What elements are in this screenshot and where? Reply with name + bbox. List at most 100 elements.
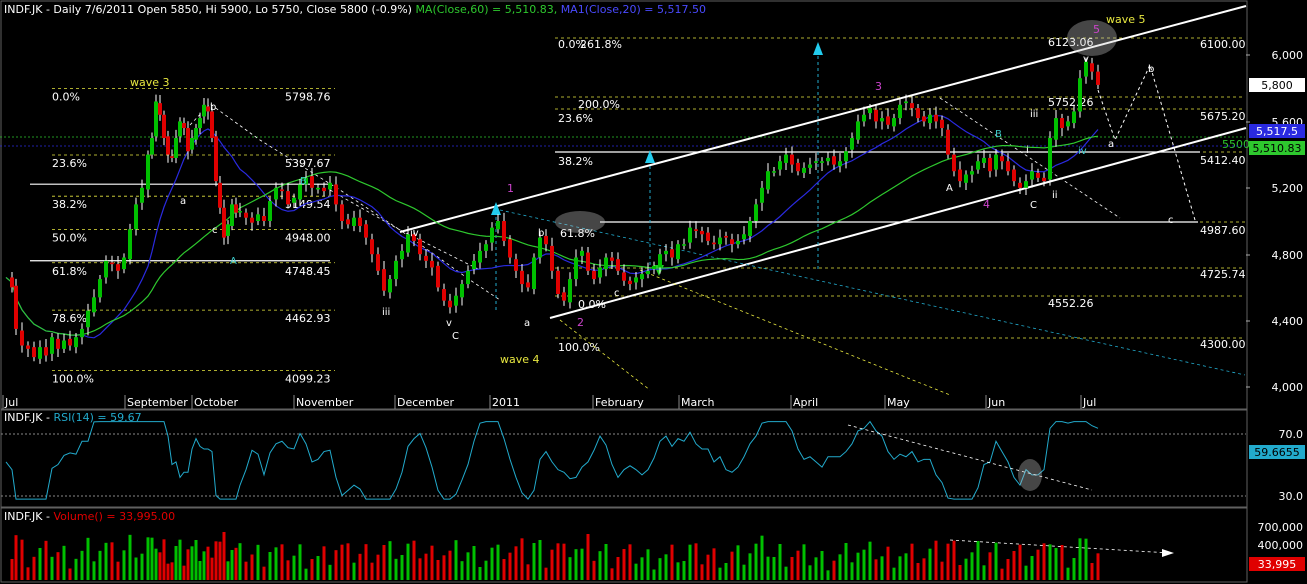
- candle-body: [736, 240, 740, 245]
- volume-bar: [1096, 553, 1100, 580]
- candle-body: [664, 250, 668, 255]
- candle-body: [190, 138, 194, 150]
- volume-bar: [122, 550, 126, 580]
- up-arrow-icon: [813, 42, 823, 55]
- candle-body: [62, 340, 66, 349]
- volume-bar: [430, 545, 434, 580]
- volume-bar: [676, 562, 680, 580]
- candle-body: [14, 285, 18, 329]
- candle-body: [198, 118, 202, 129]
- volume-last-tag: [1249, 557, 1305, 571]
- volume-bar: [772, 557, 776, 580]
- volume-bar: [1048, 544, 1052, 580]
- volume-header: INDF.JK - Volume() = 33,995.00: [4, 510, 175, 523]
- volume-bar: [748, 553, 752, 580]
- volume-bar: [994, 542, 998, 580]
- candle-body: [400, 250, 404, 260]
- highlight-ellipse: [555, 211, 605, 233]
- candle-body: [862, 114, 866, 122]
- fib-left-price: 4748.45: [285, 265, 331, 278]
- volume-bar: [550, 549, 554, 580]
- candle-body: [286, 191, 290, 205]
- candle-body: [562, 292, 566, 301]
- volume-bar: [472, 546, 476, 580]
- candle-body: [256, 214, 260, 221]
- volume-bar: [640, 557, 644, 580]
- candle-body: [122, 257, 126, 270]
- volume-bar: [202, 551, 206, 580]
- volume-bar: [218, 541, 222, 580]
- price-tag-bg: [1249, 78, 1305, 92]
- candle-body: [544, 235, 548, 245]
- volume-bar: [574, 549, 578, 580]
- volume-bar: [856, 552, 860, 580]
- wave-letter: c: [1168, 215, 1174, 226]
- header-symbol: INDF.JK: [4, 3, 43, 16]
- volume-bar: [784, 566, 788, 580]
- wave-letter: A: [230, 256, 237, 267]
- candle-body: [496, 221, 500, 230]
- volume-bar: [274, 547, 278, 580]
- volume-bar: [484, 560, 488, 580]
- fib-right-pct: 200.0%: [578, 98, 620, 111]
- candle-body: [268, 201, 272, 221]
- x-tick-label: February: [595, 396, 644, 409]
- candle-body: [646, 270, 650, 275]
- fib-right-price: 5752.26: [1048, 96, 1094, 109]
- volume-bar: [508, 552, 512, 580]
- candle-body: [928, 114, 932, 124]
- volume-bar: [322, 546, 326, 580]
- x-tick-label: Jul: [4, 396, 18, 409]
- candle-body: [610, 257, 614, 261]
- volume-bar: [520, 538, 524, 580]
- candle-body: [640, 274, 644, 280]
- arrow-right-icon: [1162, 549, 1174, 557]
- volume-bar: [958, 565, 962, 580]
- candle-body: [748, 221, 752, 236]
- candle-body: [44, 347, 48, 356]
- volume-bar: [230, 550, 234, 580]
- candle-body: [790, 154, 794, 165]
- candle-body: [1096, 71, 1100, 85]
- candle-body: [658, 254, 662, 268]
- candle-body: [162, 114, 166, 138]
- volume-bar: [712, 548, 716, 580]
- candle-body: [20, 330, 24, 346]
- candle-body: [226, 224, 230, 236]
- rsi-line: [5, 420, 1099, 500]
- candle-body: [538, 237, 542, 258]
- volume-bar: [298, 544, 302, 580]
- candle-body: [394, 260, 398, 280]
- volume-bar: [56, 552, 60, 580]
- x-tick-label: Jun: [987, 396, 1005, 409]
- volume-bar: [1030, 556, 1034, 580]
- candle-body: [460, 284, 464, 298]
- price-tag-value: 5,510.83: [1253, 142, 1302, 155]
- volume-bar: [170, 562, 174, 580]
- candle-body: [56, 338, 60, 349]
- candle-body: [982, 157, 986, 163]
- candle-body: [832, 156, 836, 165]
- fib-left-price: 5798.76: [285, 90, 331, 103]
- wave-letter: a: [524, 318, 530, 329]
- wave-number-4: 4: [983, 198, 990, 211]
- volume-bar: [244, 561, 248, 580]
- volume-bar: [610, 568, 614, 580]
- volume-bar: [634, 563, 638, 580]
- rsi-tick-label: 70.0: [1279, 428, 1304, 441]
- volume-bar: [150, 537, 154, 580]
- candle-body: [154, 101, 158, 137]
- volume-bar: [892, 567, 896, 580]
- volume-bar: [162, 539, 166, 580]
- candle-body: [592, 270, 596, 280]
- volume-bar: [646, 549, 650, 580]
- candle-body: [346, 219, 350, 225]
- volume-trendline: [949, 539, 1171, 554]
- volume-bar: [730, 551, 734, 580]
- volume-tick-label: 700,000: [1258, 521, 1304, 534]
- volume-bar: [158, 552, 162, 580]
- volume-bar: [262, 566, 266, 580]
- volume-bar: [394, 558, 398, 580]
- channel-lower: [549, 127, 1247, 319]
- candle-body: [32, 347, 36, 358]
